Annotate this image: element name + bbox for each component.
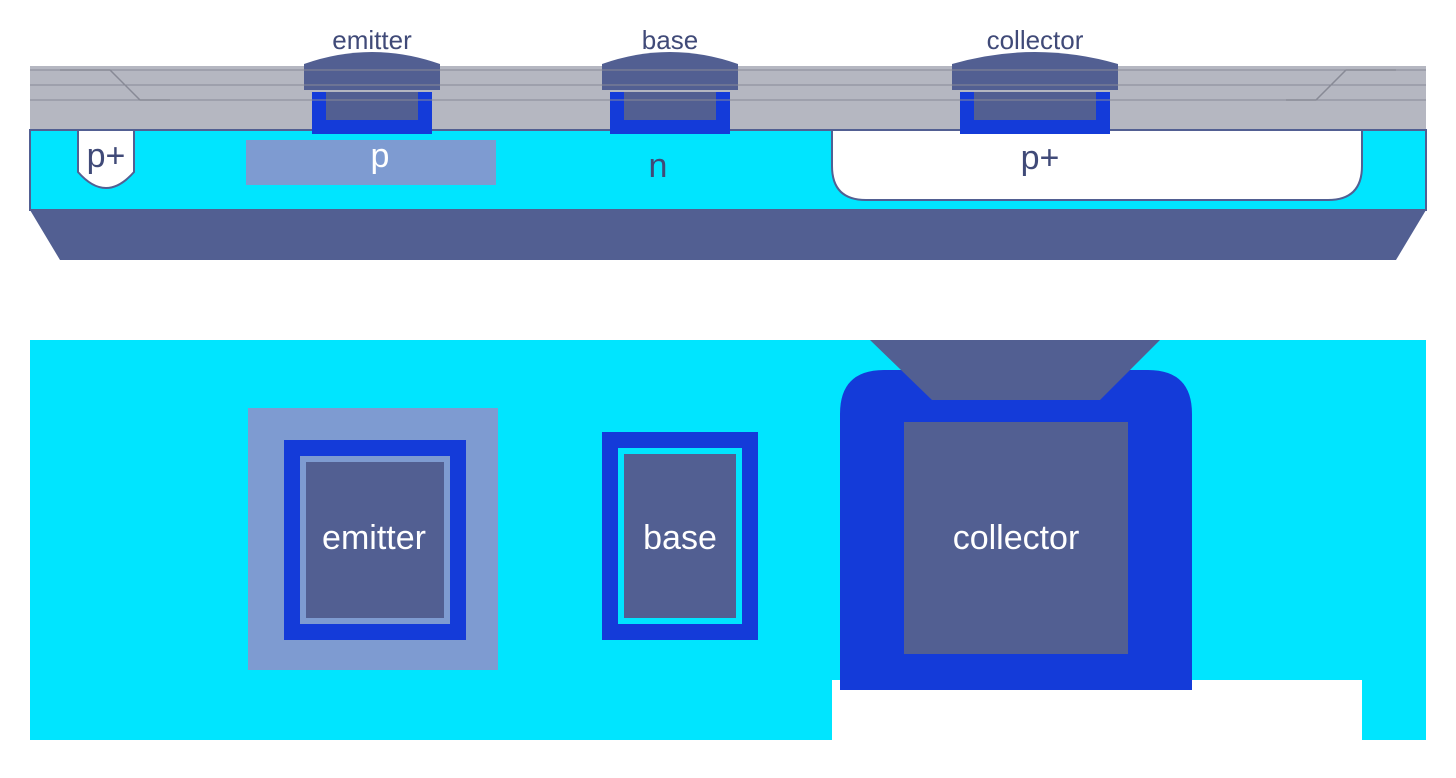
svg-text:collector: collector: [953, 519, 1080, 557]
svg-text:base: base: [643, 519, 717, 557]
svg-text:base: base: [642, 25, 698, 55]
svg-text:emitter: emitter: [322, 519, 426, 557]
svg-text:p+: p+: [1021, 139, 1060, 177]
svg-text:collector: collector: [987, 25, 1084, 55]
svg-text:emitter: emitter: [332, 25, 412, 55]
svg-text:p+: p+: [87, 137, 126, 175]
collector-well: [832, 130, 1362, 200]
svg-text:n: n: [649, 147, 668, 185]
substrate: [30, 210, 1426, 260]
svg-text:p: p: [371, 137, 390, 175]
